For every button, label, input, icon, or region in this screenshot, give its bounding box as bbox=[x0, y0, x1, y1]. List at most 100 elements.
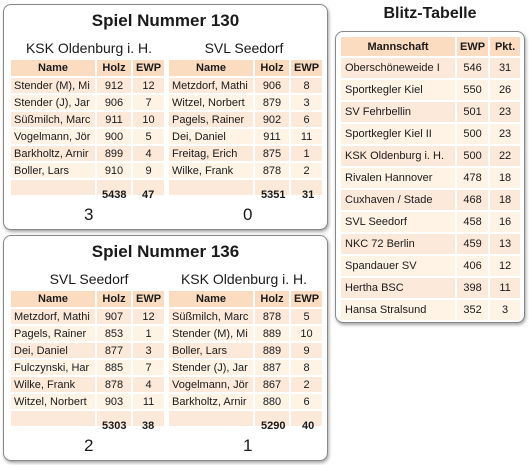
column-header-ewp: EWP bbox=[457, 37, 489, 56]
team-points: 13 bbox=[490, 234, 521, 254]
standings-title: Blitz-Tabelle bbox=[383, 5, 477, 22]
player-name: Boller, Lars bbox=[169, 343, 253, 358]
player-name: Boller, Lars bbox=[11, 163, 95, 178]
player-ewp: 2 bbox=[291, 163, 323, 178]
team-ewp: 501 bbox=[457, 102, 489, 122]
player-holz: 906 bbox=[97, 95, 131, 110]
column-header-team: Mannschaft bbox=[341, 37, 455, 56]
table-row: Stender (J), Jar 906 7 bbox=[11, 95, 165, 110]
team-name: KSK Oldenburg i. H. bbox=[341, 146, 455, 166]
empty-cell bbox=[255, 411, 289, 426]
column-header-ewp: EWP bbox=[291, 60, 323, 76]
table-row: Freitag, Erich 875 1 bbox=[169, 146, 323, 161]
player-name: Vogelmann, Jör bbox=[169, 377, 253, 392]
standings-row: Hansa Stralsund 352 3 bbox=[341, 300, 521, 320]
team-ewp: 406 bbox=[457, 256, 489, 276]
table-row: Süßmilch, Marc 911 10 bbox=[11, 112, 165, 127]
table-row: Wilke, Frank 878 4 bbox=[11, 377, 165, 392]
standings-row: Sportkegler Kiel II 500 23 bbox=[341, 124, 521, 144]
team-ewp: 458 bbox=[457, 212, 489, 232]
player-ewp: 7 bbox=[133, 360, 165, 375]
empty-cell bbox=[97, 180, 131, 195]
column-header-holz: Holz bbox=[97, 60, 131, 76]
player-holz: 903 bbox=[97, 394, 131, 409]
player-holz: 902 bbox=[255, 112, 289, 127]
empty-cell bbox=[291, 180, 323, 195]
column-header-name: Name bbox=[11, 60, 95, 76]
player-name: Dei, Daniel bbox=[169, 129, 253, 144]
team-points: 23 bbox=[490, 124, 521, 144]
column-header-name: Name bbox=[169, 291, 253, 307]
player-ewp: 10 bbox=[133, 112, 165, 127]
home-total-ewp: 47 bbox=[142, 189, 155, 201]
player-ewp: 3 bbox=[291, 95, 323, 110]
standings-row: NKC 72 Berlin 459 13 bbox=[341, 234, 521, 254]
team-points: 16 bbox=[490, 212, 521, 232]
player-holz: 878 bbox=[97, 377, 131, 392]
player-ewp: 11 bbox=[291, 129, 323, 144]
column-header-holz: Holz bbox=[97, 291, 131, 307]
standings-row: Oberschöneweide I 546 31 bbox=[341, 58, 521, 78]
table-row: Metzdorf, Mathi 907 12 bbox=[11, 309, 165, 324]
team-points: 23 bbox=[490, 102, 521, 122]
player-name: Dei, Daniel bbox=[11, 343, 95, 358]
player-holz: 911 bbox=[255, 129, 289, 144]
standings-row: SV Fehrbellin 501 23 bbox=[341, 102, 521, 122]
game-card-136: Spiel Nummer 136 SVL Seedorf KSK Oldenbu… bbox=[3, 235, 328, 461]
player-ewp: 6 bbox=[291, 112, 323, 127]
player-ewp: 4 bbox=[133, 146, 165, 161]
team-points: 12 bbox=[490, 256, 521, 276]
away-total-holz: 5351 bbox=[261, 189, 286, 201]
team-points: 3 bbox=[490, 300, 521, 320]
player-ewp: 6 bbox=[291, 394, 323, 409]
standings-row: KSK Oldenburg i. H. 500 22 bbox=[341, 146, 521, 166]
team-points: 22 bbox=[490, 146, 521, 166]
empty-cell bbox=[133, 180, 165, 195]
team-name: SVL Seedorf bbox=[341, 212, 455, 232]
away-team-name: KSK Oldenburg i. H. bbox=[180, 271, 308, 287]
player-ewp: 10 bbox=[291, 326, 323, 341]
team-name: Sportkegler Kiel bbox=[341, 80, 455, 100]
player-ewp: 12 bbox=[133, 309, 165, 324]
away-roster-table: Name Holz EWP Metzdorf, Mathi 906 8 Witzel, No… bbox=[167, 58, 324, 197]
player-holz: 912 bbox=[97, 78, 131, 93]
standings-row: Sportkegler Kiel 550 26 bbox=[341, 80, 521, 100]
player-ewp: 1 bbox=[291, 146, 323, 161]
team-ewp: 546 bbox=[457, 58, 489, 78]
home-roster-table: Name Holz EWP Metzdorf, Mathi 907 12 Pagels, R… bbox=[9, 289, 166, 428]
team-name: Oberschöneweide I bbox=[341, 58, 455, 78]
player-name: Süßmilch, Marc bbox=[11, 112, 95, 127]
column-header-ewp: EWP bbox=[133, 291, 165, 307]
away-total-ewp: 40 bbox=[302, 420, 315, 432]
table-row: Witzel, Norbert 879 3 bbox=[169, 95, 323, 110]
away-roster-table: Name Holz EWP Süßmilch, Marc 878 5 Stender (M)… bbox=[167, 289, 324, 428]
player-holz: 889 bbox=[255, 326, 289, 341]
away-team-name: SVL Seedorf bbox=[204, 40, 284, 56]
player-holz: 906 bbox=[255, 78, 289, 93]
player-holz: 907 bbox=[97, 309, 131, 324]
player-name: Metzdorf, Mathi bbox=[169, 78, 253, 93]
empty-row bbox=[169, 180, 323, 195]
empty-cell bbox=[291, 411, 323, 426]
team-name: Rivalen Hannover bbox=[341, 168, 455, 188]
player-holz: 889 bbox=[255, 343, 289, 358]
home-team-name: KSK Oldenburg i. H. bbox=[25, 40, 153, 56]
empty-cell bbox=[169, 411, 253, 426]
team-name: Hansa Stralsund bbox=[341, 300, 455, 320]
player-holz: 877 bbox=[97, 343, 131, 358]
table-row: Boller, Lars 889 9 bbox=[169, 343, 323, 358]
away-score: 1 bbox=[243, 436, 253, 455]
player-ewp: 9 bbox=[291, 343, 323, 358]
game-title: Spiel Nummer 130 bbox=[91, 11, 240, 30]
table-row: Barkholtz, Arnir 899 4 bbox=[11, 146, 165, 161]
home-score: 2 bbox=[84, 436, 94, 455]
team-points: 18 bbox=[490, 190, 521, 210]
player-holz: 880 bbox=[255, 394, 289, 409]
player-holz: 853 bbox=[97, 326, 131, 341]
team-ewp: 500 bbox=[457, 124, 489, 144]
player-ewp: 9 bbox=[133, 163, 165, 178]
team-points: 11 bbox=[490, 278, 521, 298]
player-name: Metzdorf, Mathi bbox=[11, 309, 95, 324]
column-header-name: Name bbox=[169, 60, 253, 76]
team-name: Cuxhaven / Stade bbox=[341, 190, 455, 210]
